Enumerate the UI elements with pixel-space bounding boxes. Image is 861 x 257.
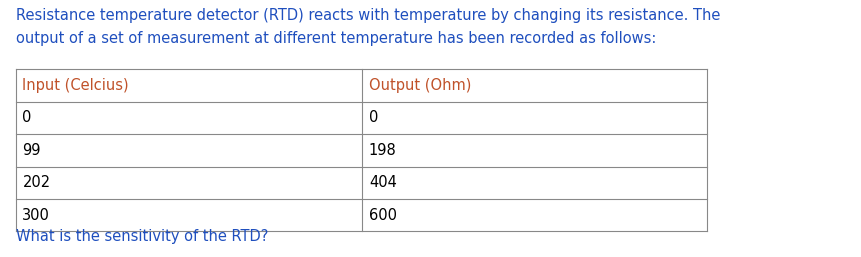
Text: 404: 404 <box>369 175 396 190</box>
Text: What is the sensitivity of the RTD?: What is the sensitivity of the RTD? <box>15 229 268 244</box>
Text: 600: 600 <box>369 208 396 223</box>
Text: 0: 0 <box>22 111 32 125</box>
Text: 0: 0 <box>369 111 378 125</box>
Text: 198: 198 <box>369 143 396 158</box>
Text: Resistance temperature detector (RTD) reacts with temperature by changing its re: Resistance temperature detector (RTD) re… <box>15 8 719 45</box>
Text: 300: 300 <box>22 208 50 223</box>
Text: Input (Celcius): Input (Celcius) <box>22 78 129 93</box>
Text: 99: 99 <box>22 143 40 158</box>
Text: Output (Ohm): Output (Ohm) <box>369 78 471 93</box>
Text: 202: 202 <box>22 175 51 190</box>
